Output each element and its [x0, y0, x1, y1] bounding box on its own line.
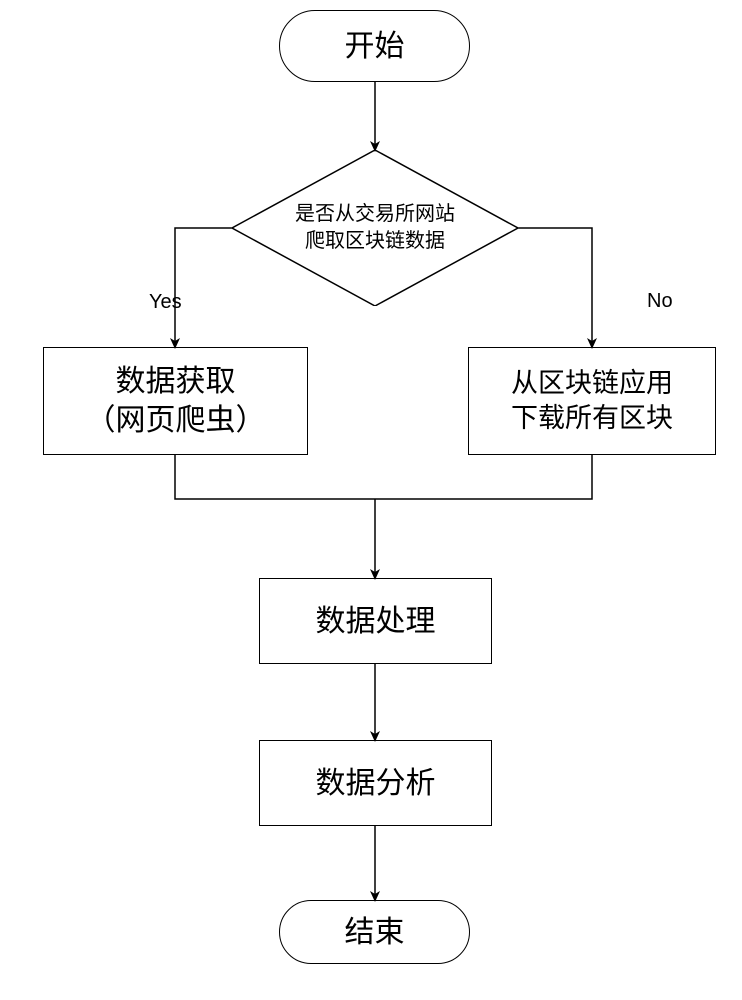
- process-b-text: 从区块链应用 下载所有区块: [511, 366, 673, 436]
- decision-line2: 爬取区块链数据: [305, 230, 445, 252]
- start-node: 开始: [279, 10, 470, 82]
- process-a-text: 数据获取 （网页爬虫）: [86, 362, 266, 440]
- process-b-line2: 下载所有区块: [511, 403, 673, 433]
- start-label: 开始: [345, 27, 405, 66]
- process-a-line1: 数据获取: [116, 365, 236, 398]
- decision-line1: 是否从交易所网站: [295, 203, 455, 225]
- process-b-line1: 从区块链应用: [511, 368, 673, 398]
- process-download-blocks: 从区块链应用 下载所有区块: [468, 347, 716, 455]
- process-data-handle: 数据处理: [259, 578, 492, 664]
- process-c-label: 数据处理: [316, 602, 436, 641]
- decision-text: 是否从交易所网站 爬取区块链数据: [295, 201, 455, 255]
- end-label: 结束: [345, 913, 405, 952]
- yes-label: Yes: [149, 291, 182, 314]
- decision-node: 是否从交易所网站 爬取区块链数据: [232, 150, 518, 306]
- end-node: 结束: [279, 900, 470, 964]
- process-data-analyze: 数据分析: [259, 740, 492, 826]
- process-a-line2: （网页爬虫）: [86, 404, 266, 437]
- process-d-label: 数据分析: [316, 764, 436, 803]
- flowchart-canvas: 开始 是否从交易所网站 爬取区块链数据 数据获取 （网页爬虫） 从区块链应用 下…: [0, 0, 742, 1000]
- no-label: No: [647, 290, 673, 313]
- process-data-fetch: 数据获取 （网页爬虫）: [43, 347, 308, 455]
